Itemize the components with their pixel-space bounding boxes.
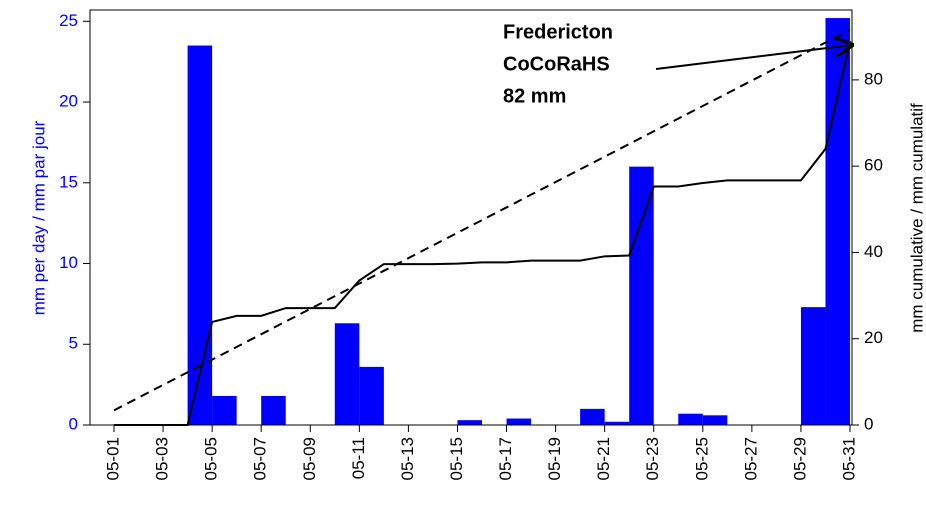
bar — [212, 395, 237, 425]
y-tick-label: 25 — [59, 11, 78, 30]
x-tick-label: 05-11 — [349, 437, 368, 479]
x-tick-label: 05-03 — [153, 437, 172, 480]
x-tick-label: 05-19 — [545, 437, 564, 480]
x-tick-label: 05-09 — [300, 437, 319, 480]
y-axis-label: mm per day / mm par jour — [29, 120, 48, 315]
x-tick-label: 05-01 — [103, 437, 122, 480]
y-tick-label: 20 — [59, 92, 78, 111]
y-tick-label: 10 — [59, 253, 78, 272]
y-tick-label: 5 — [69, 334, 78, 353]
x-tick-label: 05-07 — [251, 437, 270, 480]
y-tick-label: 15 — [59, 172, 78, 191]
plot-frame — [89, 9, 853, 426]
y2-tick-label: 80 — [864, 69, 883, 88]
y2-axis-label: mm cumulative / mm cumulatif — [907, 103, 926, 333]
cumulative-line — [114, 40, 851, 426]
x-tick-label: 05-31 — [839, 437, 858, 480]
bar — [187, 45, 213, 425]
bar — [604, 421, 630, 425]
normal-line — [113, 28, 851, 412]
bar — [629, 166, 654, 425]
x-tick-label: 05-15 — [447, 437, 466, 480]
bar — [702, 415, 728, 425]
annotation-text: CoCoRaHS — [503, 53, 610, 75]
bar — [359, 366, 384, 425]
x-tick-label: 05-17 — [496, 437, 515, 480]
x-tick-label: 05-05 — [202, 437, 221, 480]
bar — [678, 413, 703, 425]
x-tick-label: 05-13 — [398, 437, 417, 480]
bar — [800, 307, 826, 425]
bar — [506, 418, 532, 425]
y2-tick-label: 60 — [864, 156, 883, 175]
y2-tick-label: 20 — [864, 328, 883, 347]
bar — [334, 323, 360, 425]
x-tick-label: 05-23 — [643, 437, 662, 480]
x-tick-label: 05-29 — [790, 437, 809, 480]
y2-tick-label: 0 — [864, 414, 873, 433]
annotation-arrow — [655, 45, 852, 70]
bar — [580, 408, 605, 425]
y2-tick-label: 40 — [864, 242, 883, 261]
bar — [457, 420, 482, 425]
x-tick-label: 05-25 — [692, 437, 711, 480]
annotation-text: 82 mm — [503, 85, 566, 107]
y-tick-label: 0 — [69, 414, 78, 433]
x-tick-label: 05-21 — [594, 437, 613, 480]
x-tick-label: 05-27 — [741, 437, 760, 480]
annotation-text: Fredericton — [503, 21, 613, 43]
bar — [825, 18, 850, 425]
bar — [261, 395, 286, 425]
